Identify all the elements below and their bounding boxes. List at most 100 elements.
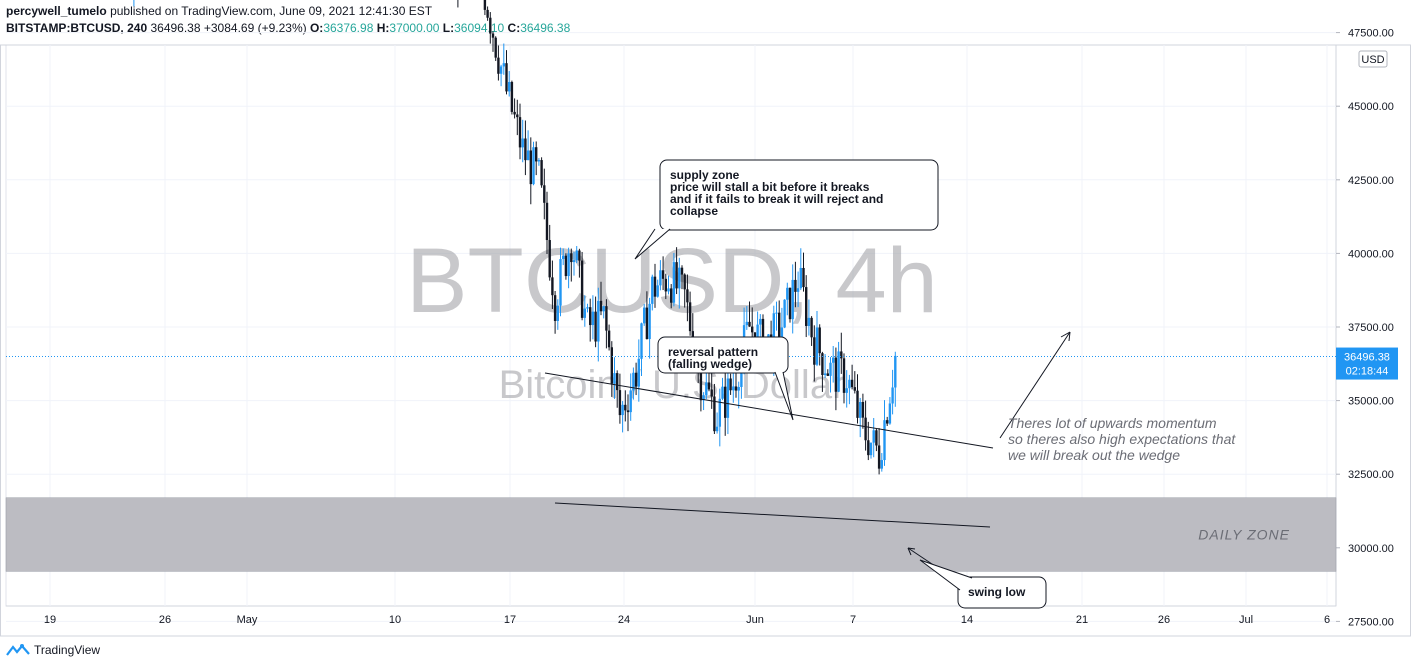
candle-body: [826, 373, 829, 376]
candle-body: [602, 306, 605, 312]
candle-body: [721, 386, 724, 399]
x-tick-label: Jun: [746, 614, 764, 626]
candle-body: [572, 260, 576, 263]
wedge-callout-text: (falling wedge): [668, 357, 752, 371]
candle-body: [853, 387, 856, 391]
last-price-tag: [1336, 347, 1398, 380]
zone-label: DAILY ZONE: [1198, 527, 1290, 543]
candle-body: [508, 81, 511, 92]
candle-body: [589, 307, 592, 326]
x-tick-label: 17: [504, 614, 516, 626]
candle-body: [680, 267, 684, 275]
y-tick-label: 37500.00: [1348, 322, 1394, 334]
candle-body: [805, 287, 808, 326]
symbol-label: BITSTAMP:BTCUSD, 240: [6, 21, 148, 35]
high-value: 37000.00: [389, 21, 440, 35]
swing-low-arrow-head: [907, 547, 916, 556]
candle-body: [510, 81, 514, 112]
watermark-title: BTCUSD, 4h: [406, 230, 938, 332]
candle-body: [653, 276, 657, 297]
footer-brand[interactable]: TradingView: [6, 643, 100, 657]
candle-body: [651, 276, 654, 304]
last-price: 36496.38: [150, 21, 201, 35]
candle-body: [675, 262, 678, 289]
candle-body: [886, 420, 889, 424]
candle-body: [794, 279, 797, 292]
published-text: published on TradingView.com, June 09, 2…: [110, 4, 433, 18]
candle-body: [802, 267, 805, 288]
candle-body: [834, 357, 838, 392]
close-label: C:: [507, 21, 521, 35]
candle-body: [807, 317, 811, 326]
candle-body: [499, 66, 503, 74]
x-tick-label: 10: [389, 614, 401, 626]
candle-body: [875, 430, 878, 446]
candle-body: [686, 289, 689, 303]
candle-body: [483, 0, 487, 10]
y-tick-label: 47500.00: [1348, 28, 1394, 40]
y-tick-label: 32500.00: [1348, 469, 1394, 481]
candle-body: [778, 312, 781, 340]
y-tick-label: 40000.00: [1348, 248, 1394, 260]
candle-body: [850, 379, 854, 388]
y-tick-label: 27500.00: [1348, 616, 1394, 628]
candle-body: [799, 267, 802, 289]
supply-zone-callout-text: and if it fails to break it will reject …: [670, 192, 883, 206]
candle-body: [567, 253, 570, 277]
y-tick-label: 45000.00: [1348, 101, 1394, 113]
candle-body: [562, 255, 565, 260]
momentum-note: Theres lot of upwards momentum: [1008, 415, 1217, 431]
candle-body: [667, 288, 670, 292]
x-tick-label: 26: [1158, 614, 1170, 626]
candle-body: [648, 303, 651, 340]
candle-body: [715, 426, 719, 432]
candle-body: [840, 351, 843, 359]
candle-body: [661, 270, 665, 279]
supply-zone-callout-text: price will stall a bit before it breaks: [670, 180, 870, 194]
candle-body: [683, 274, 686, 290]
candle-body: [729, 378, 732, 391]
candle-body: [810, 317, 813, 338]
open-label: O:: [309, 21, 324, 35]
author-name[interactable]: percywell_tumelo: [6, 4, 107, 18]
low-value: 36094.10: [454, 21, 505, 35]
candle-body: [713, 396, 716, 432]
candle-body: [559, 259, 562, 306]
candle-body: [859, 402, 862, 418]
candle-body: [578, 250, 581, 261]
candle-body: [823, 373, 827, 376]
candle-body: [856, 390, 859, 418]
candle-body: [656, 285, 659, 297]
candle-body: [591, 311, 595, 326]
supply-zone-callout-text: collapse: [670, 204, 718, 218]
supply-zone-callout-box: [659, 159, 939, 231]
publish-line: percywell_tumelo published on TradingVie…: [6, 4, 432, 18]
candle-body: [516, 114, 519, 118]
price-change: +3084.69 (+9.23%): [203, 21, 307, 35]
candle-body: [670, 288, 673, 303]
candle-body: [616, 373, 619, 391]
candle-body: [688, 302, 692, 332]
swing-low-callout-pointer: [919, 559, 973, 591]
candle-body: [626, 410, 630, 413]
open-value: 36376.98: [323, 21, 374, 35]
candle-body: [613, 373, 616, 384]
candle-body: [891, 387, 894, 404]
candle-body: [659, 270, 662, 286]
candle-body: [605, 306, 608, 331]
swing-low-callout-box: [957, 576, 1047, 609]
candle-body: [540, 160, 543, 186]
candle-body: [751, 326, 754, 333]
candle-body: [869, 442, 873, 456]
currency-label: USD: [1361, 54, 1384, 66]
candle-body: [621, 404, 624, 416]
candle-body: [643, 307, 646, 324]
candle-body: [583, 308, 586, 318]
candle-body: [580, 260, 584, 318]
x-tick-label: 21: [1076, 614, 1088, 626]
candle-body: [505, 63, 508, 92]
candle-body: [553, 295, 557, 321]
x-tick-label: 26: [159, 614, 171, 626]
candle-body: [707, 382, 711, 390]
